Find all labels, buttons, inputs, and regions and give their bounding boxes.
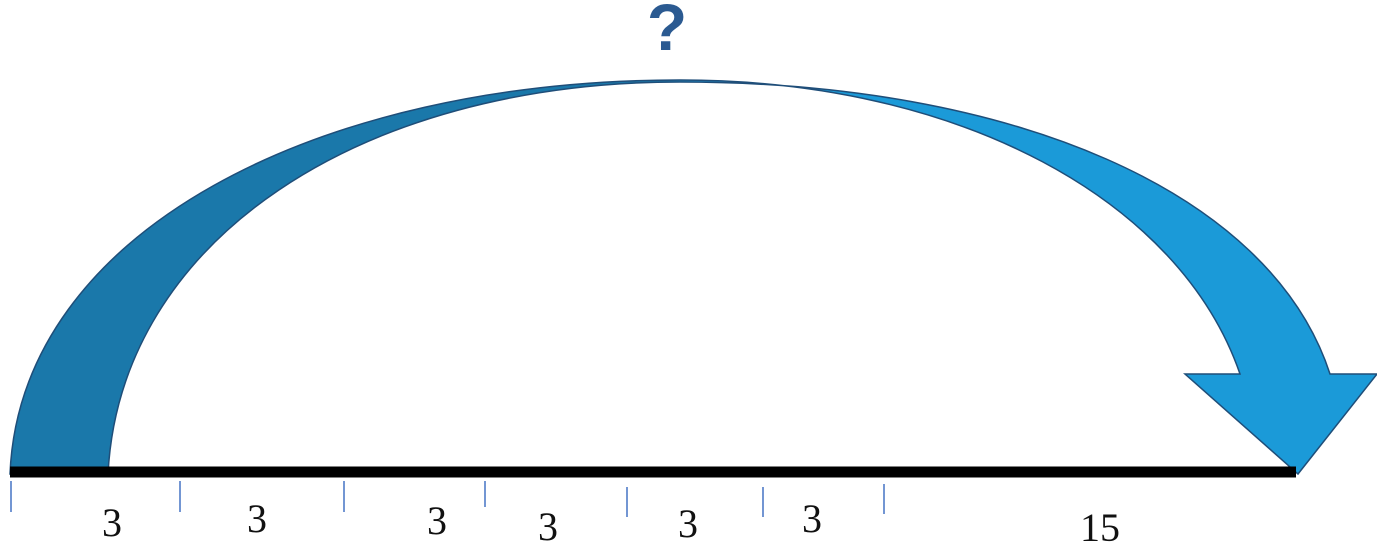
segment-label: 3 (247, 496, 267, 541)
segment-label: 3 (427, 498, 447, 543)
unknown-total-label: ? (646, 0, 688, 64)
segment-label: 15 (1080, 505, 1120, 550)
curved-jump-arrow (9, 79, 1377, 476)
segment-label: 3 (678, 501, 698, 546)
tick-marks (10, 481, 885, 517)
segment-label: 3 (538, 504, 558, 549)
segment-label: 3 (802, 496, 822, 541)
segment-label: 3 (102, 500, 122, 545)
